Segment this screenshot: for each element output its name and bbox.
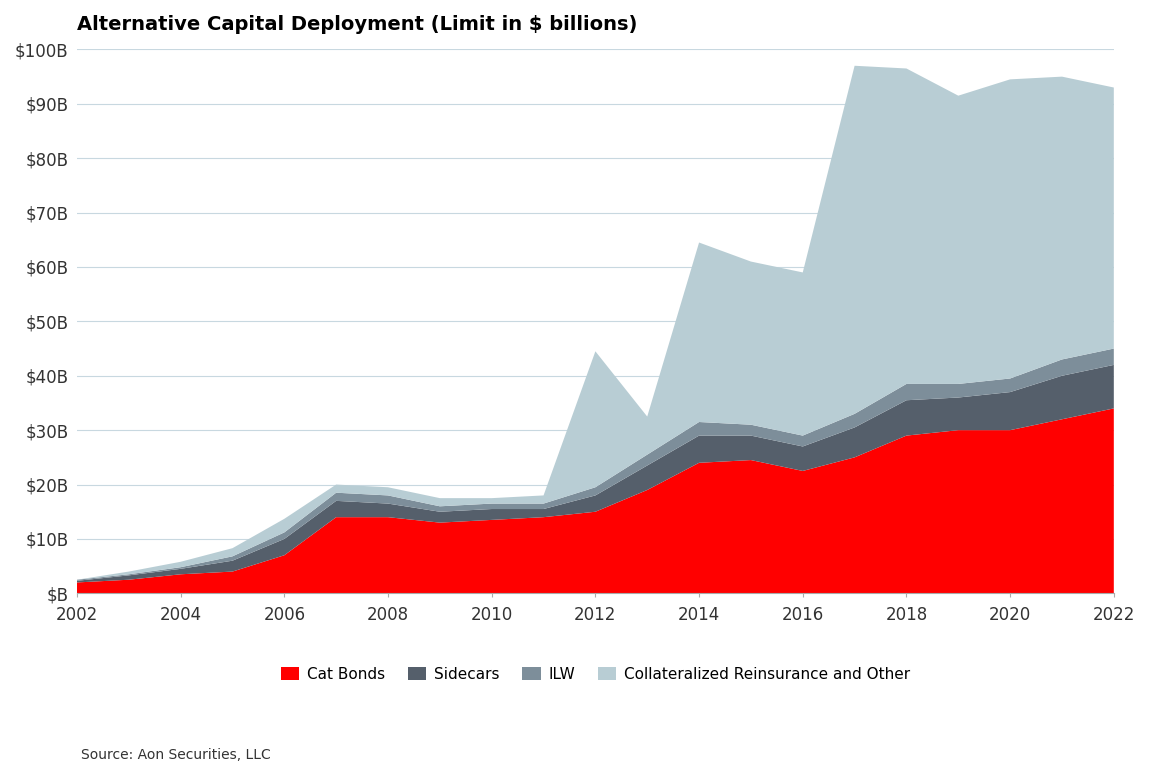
- Text: Alternative Capital Deployment (Limit in $ billions): Alternative Capital Deployment (Limit in…: [77, 15, 637, 34]
- Text: Source: Aon Securities, LLC: Source: Aon Securities, LLC: [81, 748, 270, 762]
- Legend: Cat Bonds, Sidecars, ILW, Collateralized Reinsurance and Other: Cat Bonds, Sidecars, ILW, Collateralized…: [275, 661, 917, 688]
